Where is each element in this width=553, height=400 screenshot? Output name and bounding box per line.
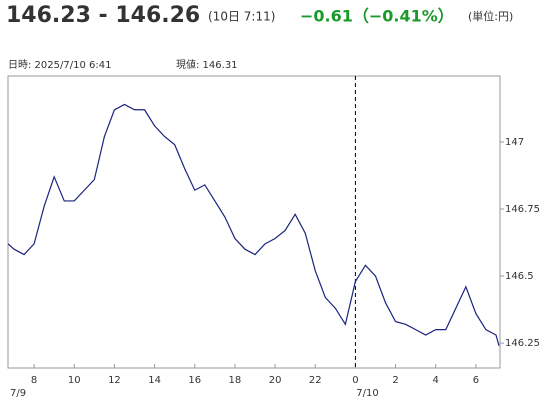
- date-label: 7/9: [10, 388, 26, 399]
- x-tick-label: 22: [309, 375, 322, 386]
- price-range: 146.23 - 146.26: [6, 3, 200, 28]
- x-tick-label: 8: [31, 375, 37, 386]
- date-label: 7/10: [356, 388, 378, 399]
- plot-frame: [7, 75, 501, 369]
- x-tick-label: 0: [352, 375, 358, 386]
- x-tick-label: 12: [108, 375, 121, 386]
- change: −0.61（−0.41%）: [300, 7, 454, 26]
- x-tick-label: 6: [473, 375, 479, 386]
- y-tick-label: 146.25: [505, 338, 540, 349]
- x-tick-label: 14: [148, 375, 161, 386]
- timestamp: (10日 7:11): [208, 10, 275, 24]
- current-label: 現値: 146.31: [176, 58, 238, 71]
- x-tick-label: 10: [68, 375, 81, 386]
- x-tick-label: 18: [229, 375, 242, 386]
- x-tick-label: 2: [392, 375, 398, 386]
- unit: (単位:円): [468, 9, 513, 23]
- datetime-label: 日時: 2025/7/10 6:41: [8, 59, 111, 71]
- price-line: [7, 103, 500, 346]
- x-tick-label: 16: [188, 375, 201, 386]
- x-tick-label: 20: [269, 375, 282, 386]
- y-tick-label: 146.75: [505, 204, 540, 215]
- y-tick-label: 146.5: [505, 271, 534, 282]
- x-tick-label: 4: [433, 375, 439, 386]
- y-tick-label: 147: [505, 137, 524, 148]
